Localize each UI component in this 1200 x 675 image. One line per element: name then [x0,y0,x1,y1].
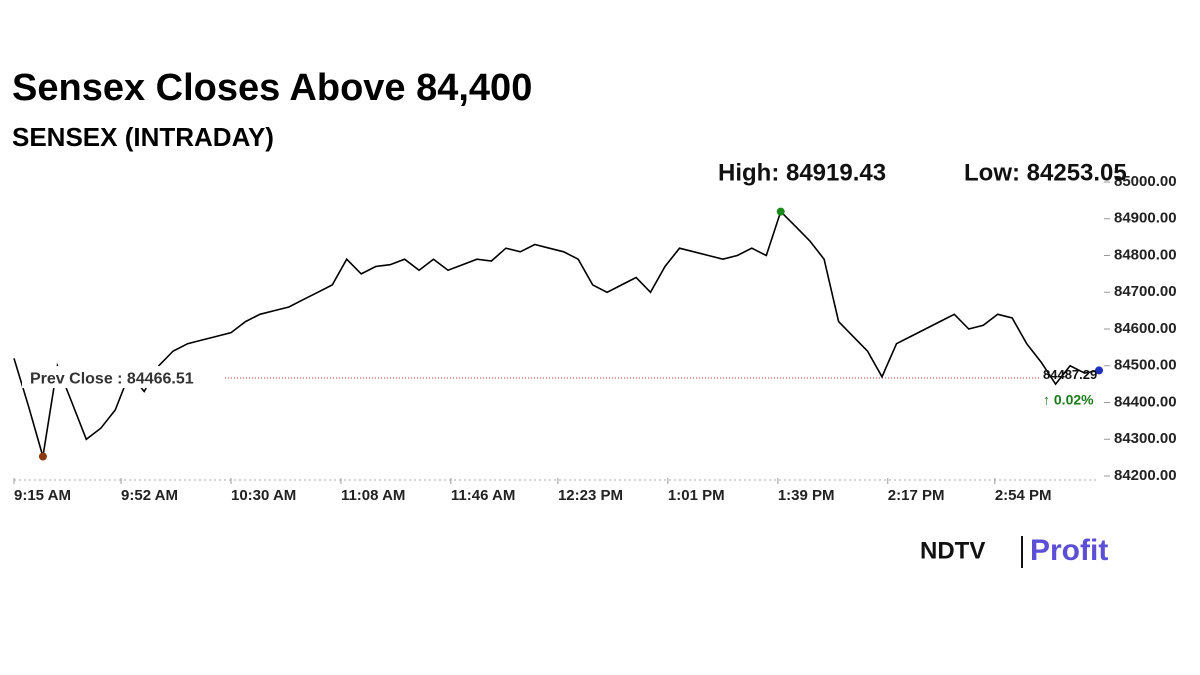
x-tick-label: 1:39 PM [778,487,835,504]
x-tick-label: 2:17 PM [888,487,945,504]
x-tick-label: 12:23 PM [558,487,623,504]
x-tick-label: 11:46 AM [451,487,515,504]
chart-subtitle: SENSEX (INTRADAY) [12,122,274,152]
reference-label-bg [22,366,225,389]
low-point [38,452,47,461]
x-tick-label: 1:01 PM [668,487,725,504]
x-tick-label: 2:54 PM [995,487,1052,504]
y-tick-label: 84500.00 [1114,357,1177,374]
y-tick-label: 84400.00 [1114,393,1177,410]
y-tick-label: 84600.00 [1114,320,1177,337]
last-value-label: 84487.29 [1043,367,1097,382]
reference-label: Prev Close : 84466.51 [30,370,194,387]
high-annotation: High: 84919.43 [718,159,886,186]
last-point [1095,366,1103,375]
brand-profit: Profit [1030,534,1108,567]
x-tick-label: 9:15 AM [14,487,71,504]
y-tick-label: 84200.00 [1114,467,1177,484]
y-tick-label: 84900.00 [1114,210,1177,227]
price-line [13,210,1100,457]
y-tick-label: 84300.00 [1114,430,1177,447]
brand-ndtv: NDTV [920,537,985,564]
x-tick-label: 11:08 AM [341,487,405,504]
y-tick-label: 84700.00 [1114,283,1177,300]
high-point [776,207,785,216]
x-tick-label: 10:30 AM [231,487,296,504]
y-tick-label: 85000.00 [1114,173,1177,190]
x-tick-label: 9:52 AM [121,487,178,504]
change-label: ↑ 0.02% [1043,392,1094,408]
y-tick-label: 84800.00 [1114,246,1177,263]
chart-title: Sensex Closes Above 84,400 [12,67,532,109]
low-annotation: Low: 84253.05 [964,159,1127,186]
